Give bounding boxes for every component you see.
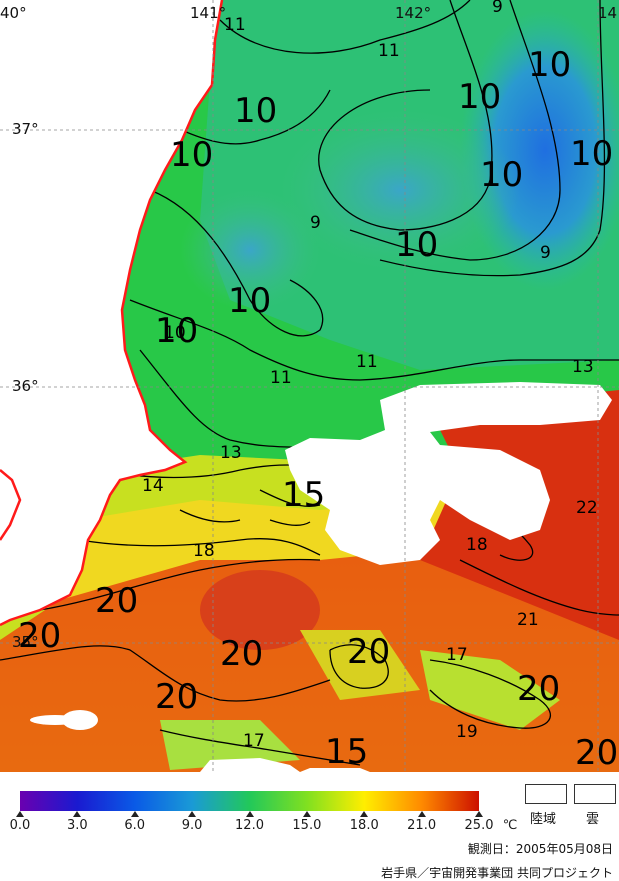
longitude-label-143: 14: [598, 4, 617, 22]
contour-label: 11: [270, 368, 292, 388]
credit-line: 岩手県／宇宙開発事業団 共同プロジェクト: [381, 866, 613, 880]
blue-eddy-west: [180, 190, 320, 310]
land-legend-box: [525, 784, 567, 804]
legend: 陸域 雲 観測日：2005年05月08日 岩手県／宇宙開発事業団 共同プロジェク…: [0, 772, 619, 881]
contour-label: 15: [325, 732, 368, 772]
contour-label: 10: [234, 91, 277, 131]
colorbar-ticks: [16, 811, 483, 817]
cloud-legend-label: 雲: [586, 812, 600, 827]
cool-patch-bottom: [160, 720, 300, 770]
contour-label: 11: [224, 15, 246, 35]
colorbar-tick-label: 0.0: [9, 818, 31, 833]
contour-label: 10: [228, 281, 271, 321]
contour-label: 20: [220, 634, 263, 674]
colorbar-tick-label: 3.0: [67, 818, 88, 833]
contour-label: 11: [378, 41, 400, 61]
colorbar-tick-mark: [73, 811, 82, 817]
colorbar-tick-label: 12.0: [235, 818, 264, 833]
colorbar-tick-mark: [245, 811, 254, 817]
cloud-mask: [30, 382, 612, 772]
latitude-label-35: 35°: [12, 633, 39, 651]
colorbar-tick-mark: [188, 811, 197, 817]
contour-label: 11: [356, 352, 378, 372]
longitude-label-140: 40°: [0, 4, 27, 22]
latitude-label-37: 37°: [12, 120, 39, 138]
contour-label: 19: [456, 722, 478, 742]
contour-label: 20: [347, 632, 390, 672]
contour-label: 22: [576, 498, 598, 518]
cool-patch-southeast: [420, 650, 560, 730]
longitude-label-141: 141°: [190, 4, 226, 22]
temperature-colorbar: [20, 791, 479, 811]
colorbar-tick-mark: [130, 811, 139, 817]
contour-label: 18: [466, 535, 488, 555]
contour-label: 13: [220, 443, 242, 463]
graticule: [0, 0, 619, 772]
contour-labels-small: 9 11 11 9 9 11 11 13 13 14 18 18 21 22 1…: [142, 0, 598, 751]
contour-label: 10: [458, 77, 501, 117]
contour-label: 13: [572, 357, 594, 377]
colorbar-tick-label: 9.0: [181, 818, 203, 833]
colorbar-unit: ℃: [502, 818, 518, 833]
sea-surface-temperature-map: 40° 141° 142° 14 37° 36° 35° 10 10 10 10…: [0, 0, 619, 772]
contour-label: 10: [170, 135, 213, 175]
contour-label: 15: [282, 475, 325, 515]
contour-label: 10: [395, 225, 438, 265]
contour-label: 10: [155, 311, 198, 351]
colorbar-tick-label: 6.0: [124, 818, 146, 833]
contour-label: 20: [575, 733, 618, 772]
contour-label: 20: [18, 616, 61, 656]
contour-label: 17: [243, 731, 265, 751]
cloud-legend-box: [574, 784, 616, 804]
colorbar-tick-mark: [302, 811, 311, 817]
colorbar-tick-mark: [360, 811, 369, 817]
latitude-label-36: 36°: [12, 377, 39, 395]
contour-label: 9: [310, 213, 321, 233]
colorbar-tick-label: 15.0: [292, 818, 322, 833]
blue-eddy-central: [280, 110, 520, 270]
land-legend-label: 陸域: [530, 812, 557, 827]
contour-label: 20: [517, 669, 560, 709]
contour-label: 9: [492, 0, 503, 17]
coastline: [0, 0, 224, 627]
contour-label: 9: [540, 243, 551, 263]
colorbar-tick-label: 18.0: [349, 818, 379, 833]
contour-label: 14: [142, 476, 164, 496]
contour-label: 20: [95, 581, 138, 621]
colorbar-tick-mark: [16, 811, 24, 817]
contour-label: 20: [155, 677, 198, 717]
observation-date: 観測日：2005年05月08日: [467, 842, 613, 856]
colorbar-tick-mark: [417, 811, 426, 817]
cool-patch-south: [300, 630, 420, 700]
contour-label: 18: [193, 541, 215, 561]
contour-label: 10: [528, 45, 571, 85]
contour-label: 21: [517, 610, 539, 630]
colorbar-tick-mark: [475, 811, 483, 817]
longitude-label-142: 142°: [395, 4, 431, 22]
contour-labels-large: 10 10 10 10 10 10 10 10 10 15 20 20 20 2…: [18, 45, 618, 772]
contour-label: 10: [570, 134, 613, 174]
warm-core-southwest: [200, 570, 320, 650]
colorbar-tick-label: 25.0: [464, 818, 494, 833]
contour-label: 10: [164, 323, 186, 343]
contour-label: 17: [446, 645, 468, 665]
colorbar-tick-label: 21.0: [407, 818, 437, 833]
contour-label: 10: [480, 155, 523, 195]
